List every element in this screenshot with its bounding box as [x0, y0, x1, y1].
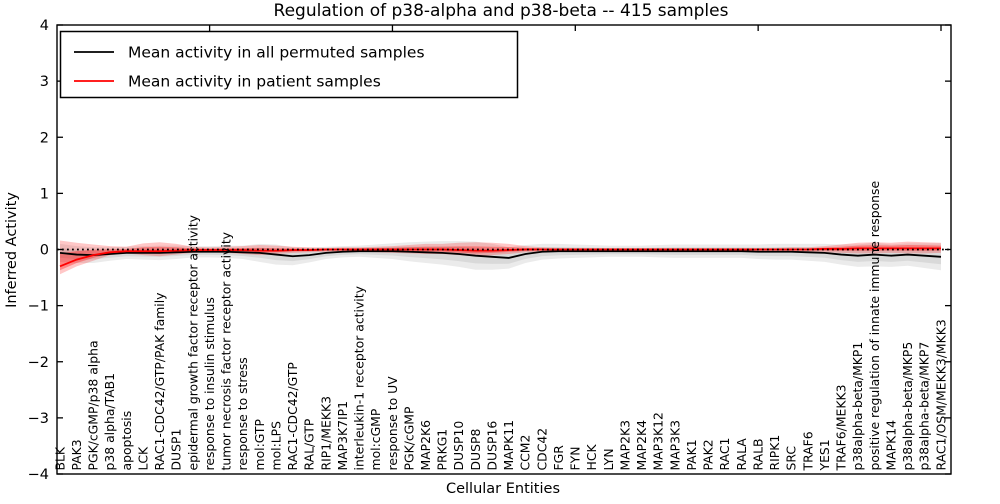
x-tick-label: PAK1: [684, 439, 699, 470]
x-tick-label: MAP2K6: [418, 420, 433, 471]
x-tick-label: RAC1/OSM/MEKK3/MKK3: [933, 319, 948, 470]
x-tick-labels: BLK PAK3 PGK/cGMP/p38 alpha p38 alpha/TAB1 a…: [52, 181, 948, 472]
x-tick-label: p38alpha-beta/MKP7: [917, 342, 932, 471]
x-axis-label: Cellular Entities: [446, 481, 560, 497]
y-tick-label: 3: [40, 74, 49, 90]
y-tick-label: 2: [40, 130, 49, 146]
x-tick-label: CCM2: [518, 435, 533, 471]
x-tick-label: TRAF6: [800, 431, 815, 471]
permuted-mean-line: [59, 250, 942, 259]
legend: Mean activity in all permuted samples Me…: [59, 30, 519, 99]
x-tick-label: MAP2K3: [617, 420, 632, 471]
y-axis-label: Inferred Activity: [4, 192, 20, 308]
x-tick-label: p38alpha-beta/MKP5: [900, 342, 915, 471]
x-tick-label: SRC: [784, 446, 799, 471]
y-tick-label: 1: [40, 186, 49, 202]
x-tick-label: mol:LPS: [268, 421, 283, 471]
legend-label-patient: Mean activity in patient samples: [128, 73, 381, 91]
x-tick-label: RALB: [750, 439, 765, 471]
y-tick-label: −3: [28, 411, 49, 427]
x-tick-label: LCK: [135, 446, 150, 471]
x-tick-label: interleukin-1 receptor activity: [352, 286, 367, 470]
x-tick-label: RAC1-CDC42/GTP: [285, 362, 300, 471]
x-tick-label: PGK/cGMP: [401, 406, 416, 470]
x-tick-label: tumor necrosis factor receptor activity: [219, 232, 234, 471]
legend-box: [59, 30, 519, 99]
x-tick-label: response to UV: [385, 376, 400, 471]
x-tick-label: BLK: [52, 446, 67, 470]
y-tick-labels: 4 3 2 1 0 −1 −2 −3 −4: [28, 18, 49, 483]
x-tick-label: HCK: [584, 444, 599, 471]
ticks-layer: [57, 24, 951, 475]
x-tick-label: RAC1: [717, 438, 732, 471]
x-tick-label: epidermal growth factor receptor activit…: [185, 215, 200, 471]
x-tick-label: PGK/cGMP/p38 alpha: [86, 340, 101, 470]
x-tick-label: DUSP16: [484, 421, 499, 471]
x-tick-label: response to stress: [235, 357, 250, 470]
lines-layer: [57, 247, 951, 268]
y-tick-label: −1: [28, 299, 49, 315]
y-tick-label: −4: [28, 467, 49, 483]
x-tick-label: PAK2: [701, 439, 716, 470]
x-tick-label: DUSP10: [451, 421, 466, 471]
x-tick-label: RAC1-CDC42/GTP/PAK family: [152, 293, 167, 471]
x-tick-label: CDC42: [534, 428, 549, 471]
x-tick-label: TRAF6/MEKK3: [834, 385, 849, 472]
x-tick-label: YES1: [817, 439, 832, 471]
y-tick-label: −2: [28, 355, 49, 371]
x-tick-label: MAP3K3: [667, 420, 682, 471]
x-tick-label: DUSP8: [468, 429, 483, 471]
x-tick-label: PAK3: [69, 439, 84, 470]
x-tick-label: RAL/GTP: [302, 418, 317, 470]
x-tick-label: positive regulation of innate immune res…: [867, 181, 882, 471]
y-tick-label: 4: [40, 18, 49, 34]
x-tick-label: MAP2K4: [634, 420, 649, 471]
x-tick-label: FGR: [551, 445, 566, 471]
x-tick-label: RIPK1: [767, 435, 782, 471]
x-tick-label: p38 alpha/TAB1: [102, 373, 117, 471]
x-tick-label: RALA: [734, 438, 749, 471]
legend-label-permuted: Mean activity in all permuted samples: [128, 44, 425, 62]
x-tick-label: MAP3K12: [651, 412, 666, 470]
x-tick-label: MAPK14: [883, 420, 898, 471]
x-tick-label: MAP3K7IP1: [335, 401, 350, 471]
x-tick-label: RIP1/MEKK3: [318, 396, 333, 470]
patient-mean-line: [59, 247, 941, 268]
x-tick-label: response to insulin stimulus: [202, 297, 217, 470]
x-tick-label: DUSP1: [169, 429, 184, 471]
x-tick-label: mol:GTP: [252, 419, 267, 471]
x-tick-label: FYN: [568, 447, 583, 471]
x-tick-label: mol:cGMP: [368, 408, 383, 470]
x-tick-label: MAPK11: [501, 420, 516, 471]
x-tick-label: apoptosis: [119, 411, 134, 471]
x-tick-label: p38alpha-beta/MKP1: [850, 342, 865, 471]
y-tick-label: 0: [40, 243, 49, 259]
chart-title: Regulation of p38-alpha and p38-beta -- …: [274, 1, 729, 21]
x-tick-label: PRKG1: [435, 429, 450, 471]
x-tick-label: LYN: [601, 448, 616, 470]
